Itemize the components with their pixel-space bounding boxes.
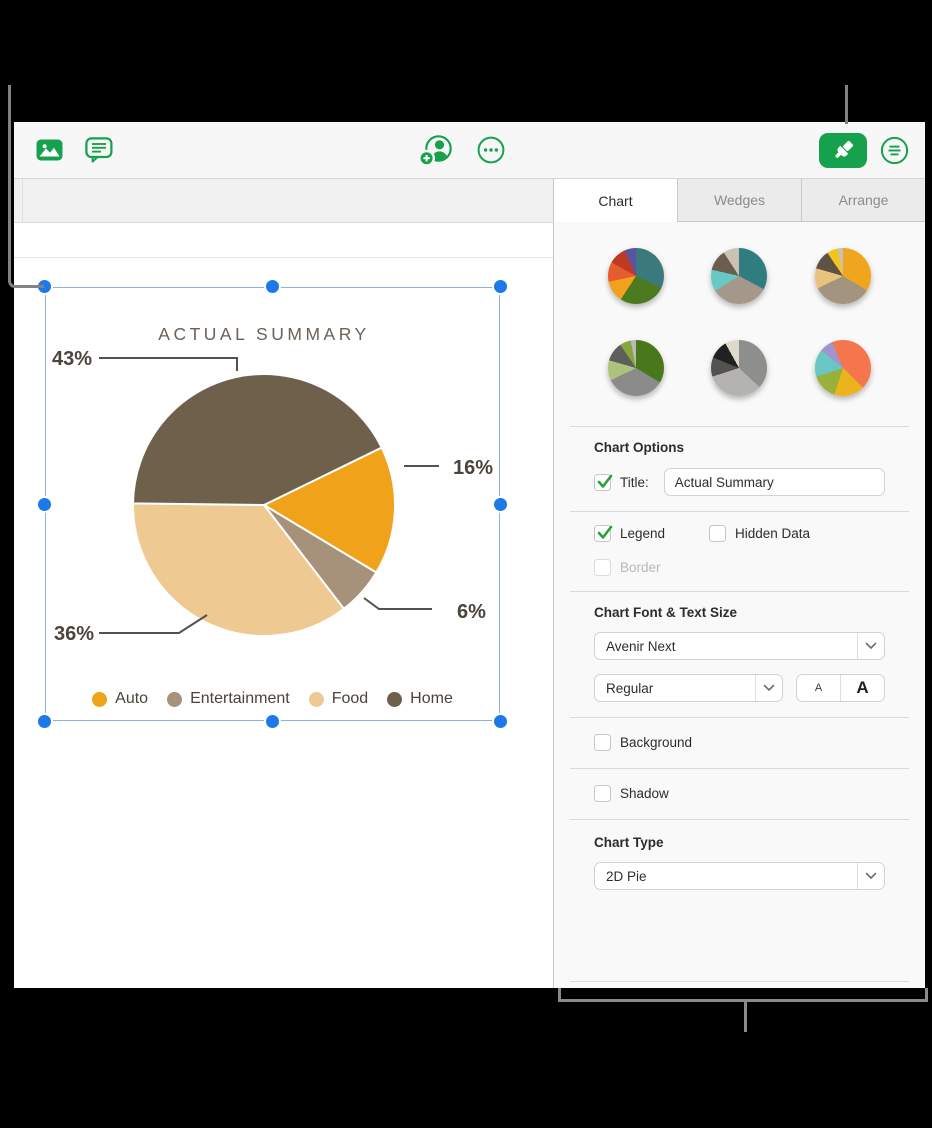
hidden-data-checkbox[interactable] [709, 525, 726, 542]
chart-style-thumbnail-5[interactable] [711, 340, 768, 396]
label-line-43 [99, 357, 238, 371]
pie-slice-food[interactable] [132, 502, 345, 637]
background-label: Background [620, 735, 693, 750]
format-sidebar: Chart Wedges Arrange Chart Options Title: … [553, 179, 925, 988]
pie-slices [132, 373, 396, 637]
divider [570, 768, 909, 769]
divider [570, 426, 909, 427]
font-family-select[interactable]: Avenir Next [594, 632, 885, 660]
chart-options-section: Chart Options Title: Actual Summary [554, 427, 925, 511]
pie-slice-home[interactable] [132, 373, 383, 506]
legend-label: Legend [620, 526, 666, 541]
font-section: Chart Font & Text Size Avenir Next Regul… [554, 592, 925, 717]
divider [570, 591, 909, 592]
border-checkbox[interactable] [594, 559, 611, 576]
shadow-section: Shadow [554, 769, 925, 819]
chart-tab-panel: Chart Options Title: Actual Summary Lege… [554, 222, 925, 988]
view-options-icon[interactable] [880, 136, 909, 165]
chart-style-thumbnail-4[interactable] [607, 340, 664, 396]
toolbar [14, 122, 925, 179]
app-window: ACTUAL SUMMARY 43% 16% 6% 36% Auto Entert… [14, 122, 925, 988]
legend-swatch [387, 691, 403, 707]
chart-style-thumbnail-2[interactable] [711, 248, 768, 304]
sheet-header-band [14, 179, 553, 223]
title-label: Title: [620, 474, 649, 490]
label-line-36 [99, 614, 208, 634]
legend-swatch [92, 691, 108, 707]
chart-title-input[interactable]: Actual Summary [663, 468, 885, 496]
legend-item-home: Home [387, 690, 453, 708]
tab-chart[interactable]: Chart [554, 179, 678, 222]
selection-handle-se[interactable] [494, 715, 507, 728]
document-canvas[interactable]: ACTUAL SUMMARY 43% 16% 6% 36% Auto Entert… [14, 179, 553, 988]
legend-checkbox[interactable] [594, 525, 613, 542]
legend-swatch [167, 691, 183, 707]
format-paintbrush-icon[interactable] [819, 132, 867, 168]
selection-handle-n[interactable] [266, 280, 279, 293]
sheet-gridline-vertical [22, 179, 23, 223]
decrease-text-size-button[interactable]: A [797, 675, 841, 701]
background-checkbox[interactable] [594, 734, 611, 751]
divider [570, 981, 909, 982]
chart-style-thumbnail-6[interactable] [815, 340, 872, 396]
chart-type-select[interactable]: 2D Pie [594, 862, 885, 890]
chart-style-gallery [554, 222, 925, 426]
chart-style-thumbnail-3[interactable] [815, 248, 872, 304]
value-label-auto: 16% [453, 457, 493, 479]
chart-style-thumbnail-1[interactable] [607, 248, 664, 304]
chart-options-heading: Chart Options [594, 440, 684, 455]
chart-title: ACTUAL SUMMARY [158, 324, 369, 344]
border-label: Border [620, 560, 661, 575]
legend-item-entertainment: Entertainment [167, 690, 290, 708]
pie-slice-auto[interactable] [263, 446, 396, 574]
legend-section: Legend Hidden Data Border [554, 512, 925, 591]
font-style-select[interactable]: Regular [594, 674, 783, 702]
hidden-data-label: Hidden Data [735, 526, 811, 541]
callout-bracket-tail [744, 1002, 747, 1032]
tab-arrange[interactable]: Arrange [838, 192, 889, 208]
legend-item-food: Food [308, 690, 368, 708]
sheet-gridline-horizontal [14, 257, 553, 258]
more-options-icon[interactable] [477, 136, 505, 164]
chevron-down-icon [857, 633, 884, 659]
value-label-entertainment: 6% [457, 601, 486, 623]
legend-swatch [308, 691, 324, 707]
selected-pie-chart[interactable]: ACTUAL SUMMARY 43% 16% 6% 36% Auto Entert… [38, 280, 507, 728]
divider [570, 819, 909, 820]
text-size-segmented-control: A A [796, 674, 885, 702]
label-line-6 [363, 597, 432, 610]
value-label-home: 43% [52, 348, 92, 370]
format-tabs: Chart Wedges Arrange [554, 179, 925, 222]
increase-text-size-button[interactable]: A [856, 678, 869, 697]
divider [570, 511, 909, 512]
callout-bracket-sidebar [558, 988, 928, 1002]
chart-legend: Auto Entertainment Food Home [46, 690, 499, 708]
title-checkbox[interactable] [594, 473, 613, 491]
chevron-down-icon [857, 863, 884, 889]
selection-handle-e[interactable] [494, 497, 507, 511]
comment-icon[interactable] [85, 137, 113, 163]
selection-handle-s[interactable] [266, 715, 279, 728]
background-section: Background [554, 718, 925, 768]
chart-type-section: Chart Type 2D Pie [554, 820, 925, 905]
selection-handle-sw[interactable] [38, 715, 51, 728]
font-section-heading: Chart Font & Text Size [594, 605, 738, 620]
selection-handle-w[interactable] [38, 497, 51, 511]
selection-handle-ne[interactable] [494, 280, 507, 293]
collaborate-add-person-icon[interactable] [418, 134, 453, 167]
shadow-label: Shadow [620, 786, 669, 801]
legend-item-auto: Auto [92, 690, 148, 708]
callout-line-to-format-button [845, 85, 848, 124]
pie-chart-svg: ACTUAL SUMMARY 43% 16% 6% 36% [52, 324, 493, 645]
media-icon[interactable] [36, 139, 63, 161]
chart-type-heading: Chart Type [594, 835, 664, 850]
shadow-checkbox[interactable] [594, 785, 611, 802]
value-label-food: 36% [54, 623, 94, 645]
divider [570, 717, 909, 718]
chevron-down-icon [755, 675, 782, 701]
callout-line-to-chart [8, 85, 44, 288]
tab-wedges[interactable]: Wedges [678, 179, 802, 221]
